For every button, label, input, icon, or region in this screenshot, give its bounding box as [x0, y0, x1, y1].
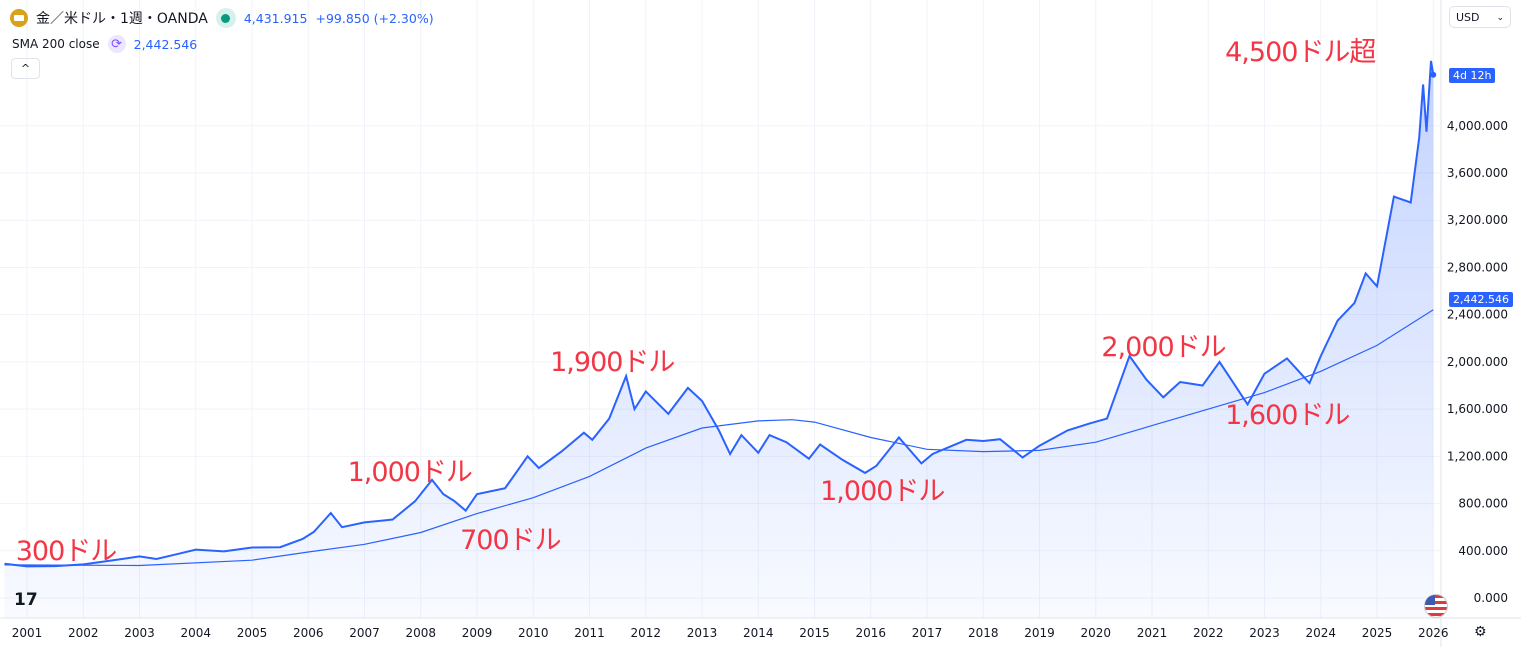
y-tick-label: 800.000	[1458, 497, 1508, 511]
price-annotation: 1,600ドル	[1225, 400, 1350, 432]
x-tick-label: 2023	[1249, 626, 1280, 640]
x-tick-label: 2021	[1137, 626, 1168, 640]
x-tick-label: 2004	[180, 626, 211, 640]
symbol-title[interactable]: 金／米ドル・1週・OANDA	[36, 11, 208, 27]
x-tick-label: 2013	[687, 626, 718, 640]
gold-icon	[10, 9, 28, 27]
y-tick-label: 1,200.000	[1447, 449, 1508, 463]
price-annotation: 300ドル	[15, 536, 118, 568]
x-tick-label: 2005	[237, 626, 268, 640]
refresh-icon[interactable]: ⟳	[107, 35, 126, 53]
market-status-icon	[215, 8, 236, 28]
y-tick-label: 2,400.000	[1447, 308, 1508, 322]
x-tick-label: 2018	[968, 626, 999, 640]
price-change: +99.850 (+2.30%)	[315, 10, 434, 26]
x-tick-label: 2012	[630, 626, 661, 640]
y-tick-label: 2,800.000	[1447, 260, 1508, 274]
y-tick-label: 3,600.000	[1447, 166, 1508, 180]
last-price: 4,431.915	[243, 10, 308, 26]
x-tick-label: 2022	[1193, 626, 1224, 640]
currency-select[interactable]: USD ⌄	[1449, 6, 1511, 28]
x-tick-label: 2025	[1362, 626, 1393, 640]
gear-icon[interactable]: ⚙	[1474, 624, 1487, 640]
price-annotation: 4,500ドル超	[1225, 36, 1376, 68]
collapse-legend-button[interactable]: ^	[11, 58, 40, 79]
x-tick-label: 2020	[1080, 626, 1111, 640]
x-tick-label: 2010	[518, 626, 549, 640]
price-line[interactable]	[4, 60, 1435, 568]
y-tick-label: 4,000.000	[1447, 119, 1508, 133]
sma-value: 2,442.546	[133, 36, 198, 52]
x-tick-label: 2016	[855, 626, 886, 640]
sma-label[interactable]: SMA 200 close	[12, 37, 100, 51]
x-tick-label: 2001	[12, 626, 43, 640]
sma-legend: SMA 200 close ⟳ 2,442.546	[12, 35, 197, 53]
sma-line[interactable]	[4, 309, 1434, 567]
x-tick-label: 2003	[124, 626, 155, 640]
x-tick-label: 2007	[349, 626, 380, 640]
x-tick-label: 2019	[1024, 626, 1055, 640]
chevron-down-icon: ⌄	[1496, 13, 1504, 23]
x-tick-label: 2008	[405, 626, 436, 640]
x-tick-label: 2017	[912, 626, 943, 640]
x-tick-label: 2014	[743, 626, 774, 640]
us-flag-icon[interactable]	[1424, 594, 1448, 618]
symbol-legend: 金／米ドル・1週・OANDA 4,431.915 +99.850 (+2.30%…	[10, 8, 434, 28]
price-annotation: 1,000ドル	[820, 475, 945, 507]
tradingview-logo[interactable]: 17	[14, 590, 38, 610]
x-tick-label: 2026	[1418, 626, 1449, 640]
y-tick-label: 400.000	[1458, 544, 1508, 558]
price-annotation: 1,900ドル	[550, 347, 675, 379]
y-tick-label: 1,600.000	[1447, 402, 1508, 416]
x-tick-label: 2015	[799, 626, 830, 640]
sma-price-tag: 2,442.546	[1449, 292, 1513, 307]
price-annotation: 2,000ドル	[1101, 331, 1226, 363]
price-annotation: 700ドル	[460, 525, 562, 557]
last-price-dot	[1430, 71, 1437, 78]
countdown-tag: 4d 12h	[1449, 68, 1496, 83]
y-tick-label: 3,200.000	[1447, 213, 1508, 227]
y-tick-label: 0.000	[1474, 591, 1508, 605]
x-tick-label: 2024	[1305, 626, 1336, 640]
y-tick-label: 2,000.000	[1447, 355, 1508, 369]
x-tick-label: 2006	[293, 626, 324, 640]
x-tick-label: 2009	[462, 626, 493, 640]
price-annotation: 1,000ドル	[347, 456, 473, 488]
price-area-fill	[4, 60, 1434, 618]
x-tick-label: 2011	[574, 626, 605, 640]
x-tick-label: 2002	[68, 626, 99, 640]
currency-value: USD	[1456, 11, 1480, 24]
